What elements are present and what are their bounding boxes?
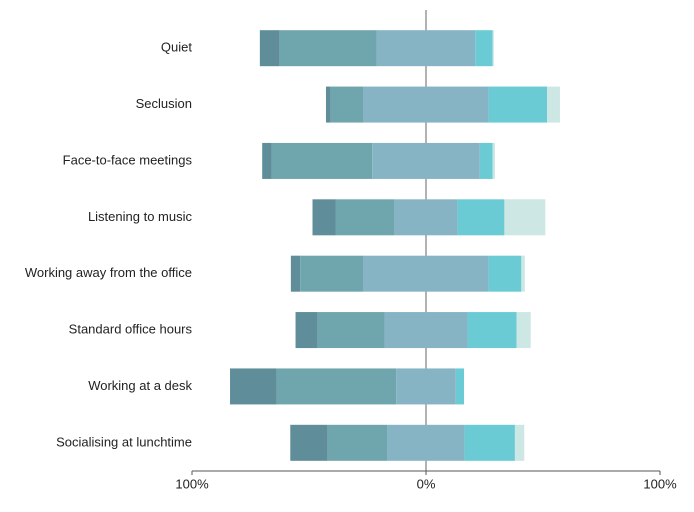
- x-tick-label: 0%: [417, 476, 436, 491]
- bar-segment: [330, 86, 364, 123]
- category-label: Listening to music: [88, 209, 193, 224]
- bar-segment: [325, 86, 331, 123]
- bar-segment: [504, 199, 546, 236]
- bar-segment: [492, 142, 496, 179]
- x-tick-label: 100%: [175, 476, 209, 491]
- bar-segment: [492, 30, 494, 67]
- bar-segment: [312, 199, 336, 236]
- bar-segment: [547, 86, 560, 123]
- bar-segment: [455, 368, 465, 405]
- bar-segment: [457, 199, 505, 236]
- bar-segment: [290, 424, 328, 461]
- bar-segment: [464, 424, 515, 461]
- bar-segment: [290, 255, 301, 292]
- category-label: Standard office hours: [69, 322, 193, 337]
- bar-segment: [396, 368, 456, 405]
- bar-segment: [384, 312, 468, 349]
- bar-segment: [372, 142, 480, 179]
- bar-segment: [271, 142, 373, 179]
- category-label: Working at a desk: [88, 378, 192, 393]
- bar-segment: [259, 30, 280, 67]
- category-label: Working away from the office: [25, 265, 192, 280]
- x-tick-label: 100%: [643, 476, 677, 491]
- bar-segment: [521, 255, 525, 292]
- bar-segment: [327, 424, 388, 461]
- bar-segment: [387, 424, 465, 461]
- bar-segment: [230, 368, 277, 405]
- bar-segment: [376, 30, 476, 67]
- bar-segment: [279, 30, 377, 67]
- bar-segment: [335, 199, 395, 236]
- bar-segment: [467, 312, 517, 349]
- category-label: Seclusion: [136, 96, 192, 111]
- bar-segment: [363, 255, 489, 292]
- bar-segment: [488, 255, 522, 292]
- bar-segment: [488, 86, 548, 123]
- bar-segment: [276, 368, 397, 405]
- bar-segment: [300, 255, 364, 292]
- category-label: Quiet: [161, 40, 192, 55]
- category-label: Face-to-face meetings: [63, 152, 193, 167]
- bar-segment: [475, 30, 493, 67]
- bar-segment: [317, 312, 385, 349]
- category-label: Socialising at lunchtime: [56, 434, 192, 449]
- bar-segment: [363, 86, 489, 123]
- bar-segment: [262, 142, 272, 179]
- bar-segment: [514, 424, 525, 461]
- bar-segment: [516, 312, 531, 349]
- bar-segment: [295, 312, 318, 349]
- bar-segment: [394, 199, 458, 236]
- bar-segment: [479, 142, 493, 179]
